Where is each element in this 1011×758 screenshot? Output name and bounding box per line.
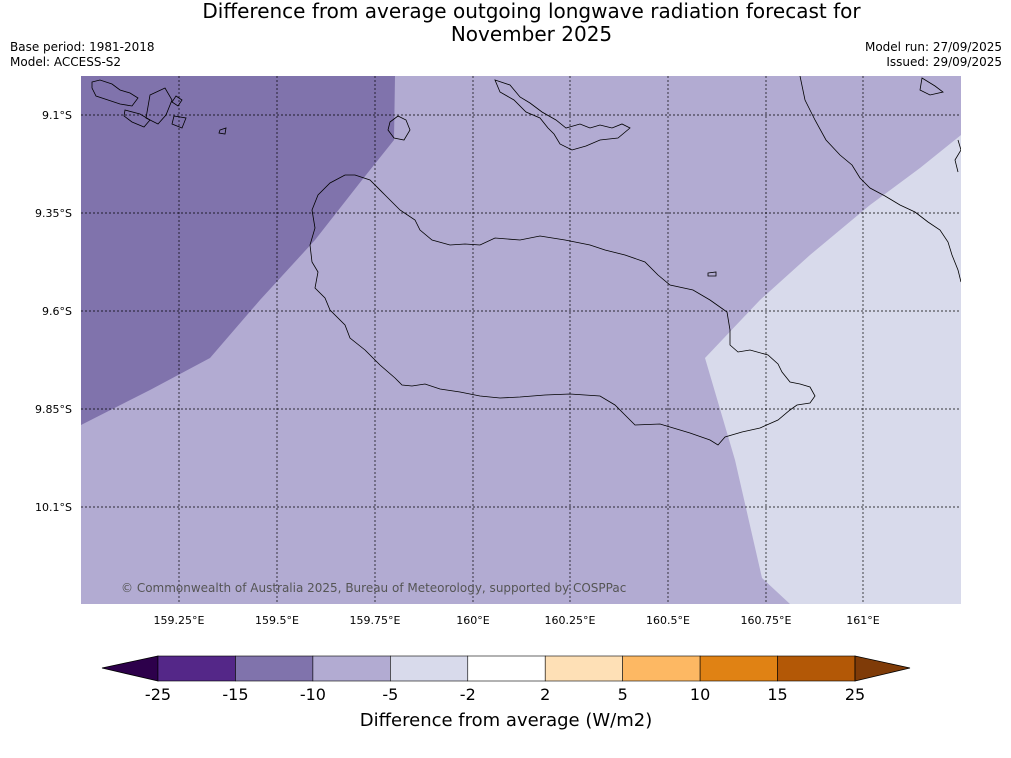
copyright-notice: © Commonwealth of Australia 2025, Bureau… (121, 581, 626, 595)
colorbar-above-arrow (854, 655, 911, 682)
longitude-labels: 159.25°E 159.5°E 159.75°E 160°E 160.25°E… (154, 614, 880, 627)
colorbar-title: Difference from average (W/m2) (360, 710, 652, 731)
coastline-west-islands-5 (171, 115, 187, 129)
coastline-small-islet (218, 127, 227, 135)
colorbar-tick-label: -5 (382, 685, 398, 704)
colorbar-bin (777, 655, 856, 682)
colorbar-bin (157, 655, 236, 682)
graticule (81, 76, 961, 604)
coastline-west-islands (91, 79, 139, 107)
coastline-north-islands (494, 79, 631, 151)
colorbar-tick-label: 10 (690, 685, 710, 704)
issued-date: Issued: 29/09/2025 (886, 55, 1002, 69)
title-line-1: Difference from average outgoing longwav… (202, 0, 861, 23)
coastline-east-edge (954, 139, 961, 173)
colorbar-bin (390, 655, 469, 682)
coastline-west-islands-4 (171, 95, 183, 107)
region-minus-2-to-5 (705, 135, 961, 604)
colorbar-bin (544, 655, 623, 682)
colorbar-tick-label: 2 (540, 685, 550, 704)
latitude-labels: 9.1°S 9.35°S 9.6°S 9.85°S 10.1°S (35, 109, 72, 514)
lat-label: 9.35°S (35, 207, 72, 220)
colorbar-tick-label: -10 (300, 685, 326, 704)
base-period: Base period: 1981-2018 (10, 40, 155, 54)
lon-label: 161°E (846, 614, 879, 627)
lon-label: 159.5°E (255, 614, 299, 627)
colorbar-tick-label: 25 (845, 685, 865, 704)
colorbar-bin (312, 655, 391, 682)
map-area[interactable]: © Commonwealth of Australia 2025, Bureau… (81, 76, 961, 604)
meta-right: Model run: 27/09/2025 Issued: 29/09/2025 (865, 40, 1002, 70)
colorbar-bin (235, 655, 314, 682)
colorbar-tick-label: -2 (460, 685, 476, 704)
coastline-small-island (387, 115, 411, 141)
colorbar: -25 -15 -10 -5 -2 2 5 10 15 25 Difference from av… (101, 655, 911, 731)
lat-label: 9.1°S (42, 109, 72, 122)
coastline-west-islands-2 (123, 109, 151, 128)
lon-label: 159.75°E (350, 614, 401, 627)
colorbar-tick-label: 5 (618, 685, 628, 704)
colorbar-bin (622, 655, 701, 682)
coastline-northeast-2 (919, 77, 944, 96)
lat-label: 10.1°S (35, 501, 72, 514)
coastline (91, 76, 961, 446)
lat-label: 9.6°S (42, 305, 72, 318)
coastline-main-island (309, 174, 816, 446)
lon-label: 160.25°E (545, 614, 596, 627)
lon-label: 159.25°E (154, 614, 205, 627)
colorbar-below-arrow (101, 655, 159, 682)
colorbar-tick-label: -15 (222, 685, 248, 704)
meta-left: Base period: 1981-2018 Model: ACCESS-S2 (10, 40, 155, 70)
coastline-northeast (799, 76, 961, 283)
region-minus-10-to-15 (81, 76, 395, 425)
lon-label: 160.5°E (646, 614, 690, 627)
colorbar-bin (699, 655, 778, 682)
lat-label: 9.85°S (35, 403, 72, 416)
colorbar-tick-label: 15 (767, 685, 787, 704)
model-name: Model: ACCESS-S2 (10, 55, 122, 69)
title-line-2: November 2025 (450, 22, 613, 46)
colorbar-tick-label: -25 (145, 685, 171, 704)
lon-label: 160°E (456, 614, 489, 627)
colorbar-bin (467, 655, 546, 682)
coastline-islet-east (707, 271, 717, 277)
lon-label: 160.75°E (741, 614, 792, 627)
model-run: Model run: 27/09/2025 (864, 40, 1002, 54)
